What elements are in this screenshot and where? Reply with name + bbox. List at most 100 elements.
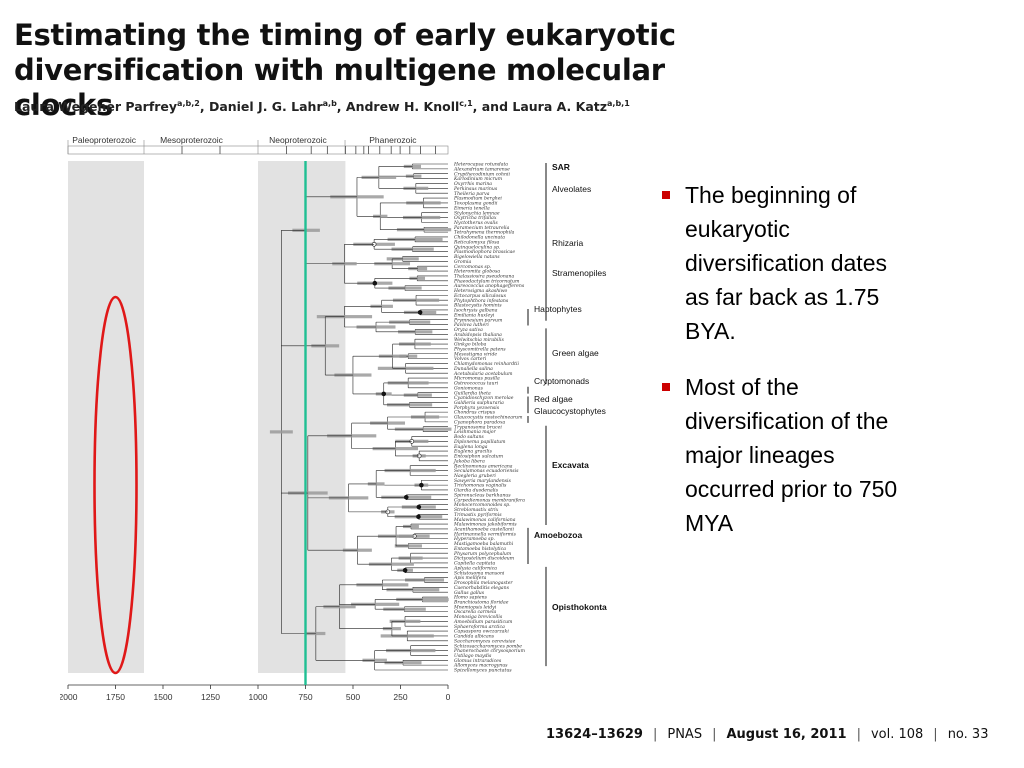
confidence-bar	[306, 631, 326, 636]
bullet-item: Most of the diversification of the major…	[660, 370, 910, 540]
taxon-label: Cercomonas sp.	[454, 264, 492, 270]
taxon-label: Seculamonas ecuadoriensis	[454, 468, 519, 474]
axis-tick-label: 250	[393, 692, 407, 702]
taxon-label: Mastigamoeba balamuthi	[453, 541, 514, 547]
axis-tick-label: 1500	[154, 692, 173, 702]
confidence-bar	[269, 430, 293, 434]
taxon-label: Ostreococcus tauri	[454, 381, 499, 387]
time-axis: 2000 1750 1500 1250 1000 750 500 250 0	[59, 684, 451, 702]
taxon-label: Oryza sativa	[454, 327, 483, 333]
taxon-label: Aureococcus anophagefferens	[453, 283, 525, 289]
taxon-label: Bodo saltans	[453, 434, 484, 440]
clade-label: SAR	[552, 162, 570, 172]
taxon-label: Heterosigma akashiwo	[453, 288, 508, 294]
taxon-label: Toxoplasma gondii	[454, 201, 498, 207]
bullet-list: The beginning of eukaryotic diversificat…	[660, 178, 910, 562]
taxon-label: Oxytricha trifallax	[454, 215, 497, 221]
author-affiliation: a,b,2	[177, 99, 200, 108]
axis-tick-label: 1000	[249, 692, 268, 702]
clade-label: Cryptomonads	[534, 376, 589, 386]
taxon-label: Amoebidium parasiticum	[453, 619, 513, 625]
author-affiliation: a,b,1	[607, 99, 630, 108]
footer-journal: PNAS	[667, 727, 703, 742]
chronogram-tree: Paleoproterozoic Mesoproterozoic Neoproter…	[59, 135, 608, 702]
taxon-label: Tetrahymena thermophila	[454, 230, 515, 236]
taxon-label: Ectocarpus siliculosus	[453, 293, 507, 299]
taxon-label: Bigelowiella natans	[453, 254, 500, 260]
clade-label: Stramenopiles	[552, 268, 606, 278]
footer-separator: |	[856, 727, 861, 742]
author-line: Laura Wegener Parfreya,b,2, Daniel J. G.…	[14, 99, 630, 114]
taxon-label: Ustilago maydis	[454, 653, 492, 659]
taxon-label: Quinqueloculina sp.	[454, 244, 501, 250]
taxon-label: Alexandrium tamarense	[453, 166, 510, 172]
taxon-label: Physcomitrella patens	[453, 346, 506, 352]
taxon-label: Emiliania huxleyi	[453, 312, 495, 318]
taxon-label: Malawimonas jakobiformis	[453, 522, 517, 528]
taxon-label: Entosiphon sulcatum	[453, 454, 504, 460]
taxon-label: Phaeodactylum tricornutum	[453, 278, 520, 284]
taxon-label: Chilodonella uncinata	[454, 235, 505, 241]
taxon-label: Goniomonas	[454, 385, 483, 391]
taxon-label: Drosophila melanogaster	[453, 580, 513, 586]
bullet-text: The beginning of eukaryotic diversificat…	[685, 182, 887, 344]
clade-label: Haptophytes	[534, 304, 582, 314]
bullet-square-icon	[662, 191, 670, 199]
confidence-bar	[399, 342, 431, 346]
axis-tick-label: 0	[446, 692, 451, 702]
taxon-label: Glomus intraradices	[454, 658, 502, 664]
clade-label: Amoebozoa	[534, 530, 582, 540]
taxon-label: Plasmodium berghei	[453, 196, 502, 202]
taxon-label: Dictyostelium discoideum	[453, 556, 515, 562]
taxon-label: Candida albicans	[454, 634, 495, 640]
taxon-label: Cyanidioschyzon merolae	[454, 395, 514, 401]
taxon-label: Dunaliella salina	[453, 366, 493, 372]
taxon-label: Aplysia californica	[453, 565, 497, 571]
footer-issue: no. 33	[947, 727, 989, 742]
bullet-text: Most of the diversification of the major…	[685, 374, 898, 536]
taxon-label: Glaucocystis nostochinearum	[454, 415, 523, 421]
taxon-label: Prymnesium parvum	[453, 317, 503, 323]
taxon-label: Chlamydomonas reinhardtii	[454, 361, 519, 367]
footer-pages: 13624–13629	[546, 727, 643, 742]
taxon-label: Capsaspora owczarzaki	[454, 629, 509, 635]
taxon-label: Isochrysis galbana	[453, 308, 498, 314]
highlight-ellipse	[93, 295, 138, 675]
author-name: Andrew H. Knoll	[345, 99, 460, 115]
taxon-label: Trypanosoma brucei	[454, 424, 502, 430]
clade-label: Rhizaria	[552, 238, 583, 248]
taxon-label: Diplonema papillatum	[453, 439, 506, 445]
taxon-label: Blastocystis hominis	[453, 303, 502, 309]
taxon-label: Malawimonas californiana	[453, 517, 516, 523]
confidence-bar	[403, 393, 432, 397]
taxon-label: Thalassiosira pseudonana	[454, 274, 514, 280]
taxon-label: Apis mellifera	[453, 575, 487, 581]
confidence-bar	[330, 195, 384, 199]
taxon-label: Sphaeroforma arctica	[454, 624, 505, 630]
confidence-bar	[392, 298, 440, 302]
taxon-label: Arabidopsis thaliana	[453, 332, 502, 338]
clade-label: Red algae	[534, 394, 573, 404]
taxon-label: Oxyrrhis marina	[454, 181, 492, 187]
clade-label: Glaucocystophytes	[534, 406, 606, 416]
taxon-label: Porphyra yezoensis	[453, 405, 500, 411]
taxon-label: Allomyces macrogynus	[453, 663, 508, 669]
taxon-label: Pavlova lutheri	[453, 322, 489, 328]
clade-label: Excavata	[552, 460, 589, 470]
taxon-label: Perkinsus marinus	[453, 186, 498, 192]
footer-volume: vol. 108	[870, 727, 924, 742]
axis-tick-label: 750	[298, 692, 312, 702]
taxon-label: Branchiostoma floridae	[453, 599, 509, 605]
taxon-label: Mesostigma viride	[453, 351, 497, 357]
era-label: Phanerozoic	[369, 135, 417, 145]
era-label: Neoproterozoic	[269, 135, 327, 145]
author-separator: , and	[472, 99, 513, 115]
shaded-band	[68, 161, 144, 673]
taxon-label: Reclinomonas americana	[453, 463, 513, 469]
confidence-bar	[328, 496, 369, 500]
taxon-label: Oscarella carmela	[454, 609, 497, 615]
clade-brackets: SAR Alveolates Rhizaria Stramenopiles Haptop…	[527, 162, 607, 667]
taxon-label: Monosiga brevicollis	[453, 614, 503, 620]
clade-label: Green algae	[552, 348, 599, 358]
